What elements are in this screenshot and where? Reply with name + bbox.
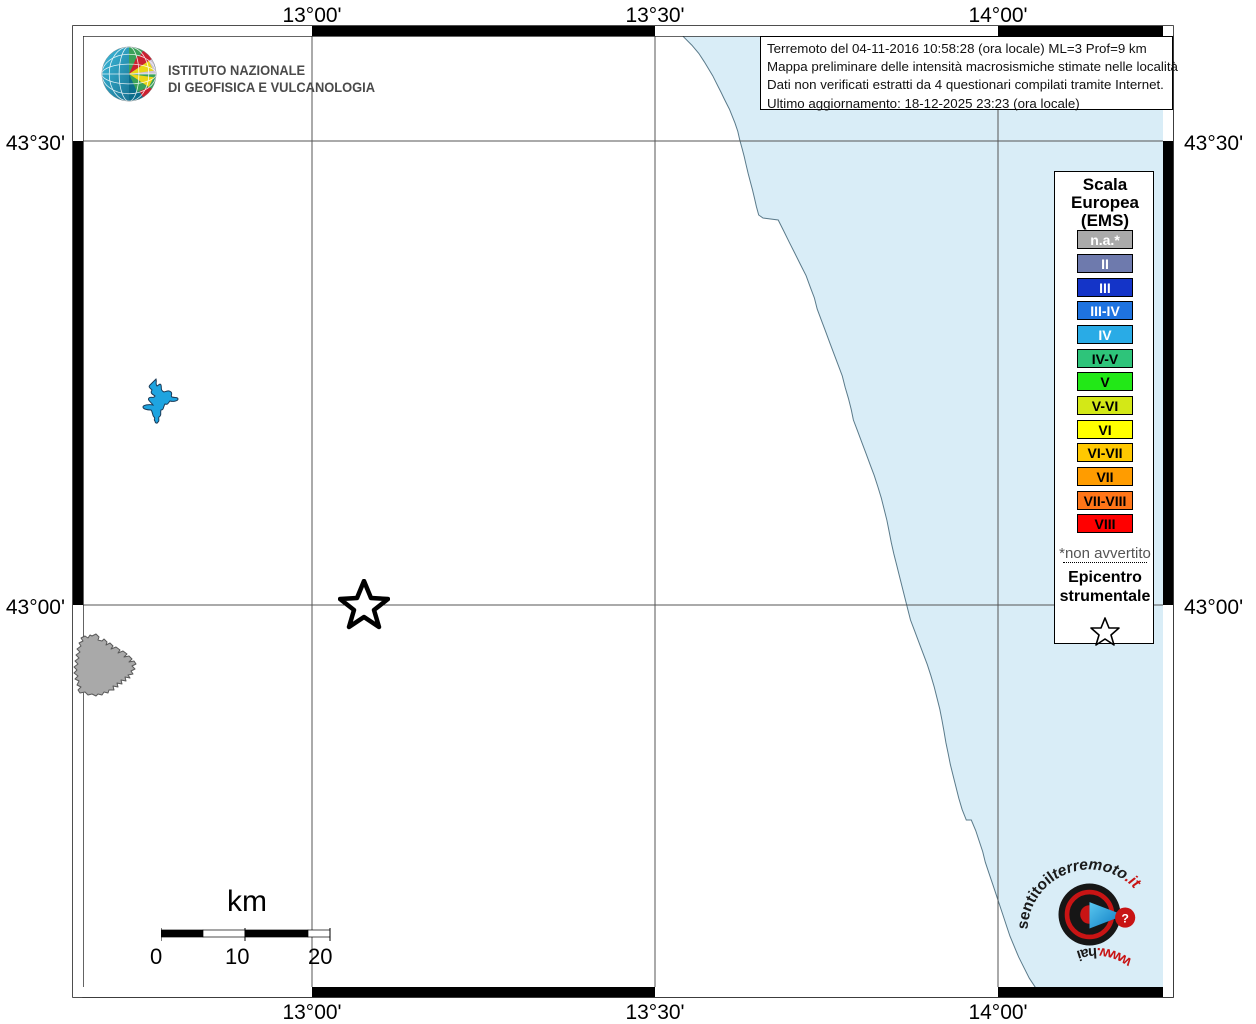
svg-text:www.hai: www.hai [1075,944,1136,971]
svg-text:?: ? [1121,911,1129,925]
